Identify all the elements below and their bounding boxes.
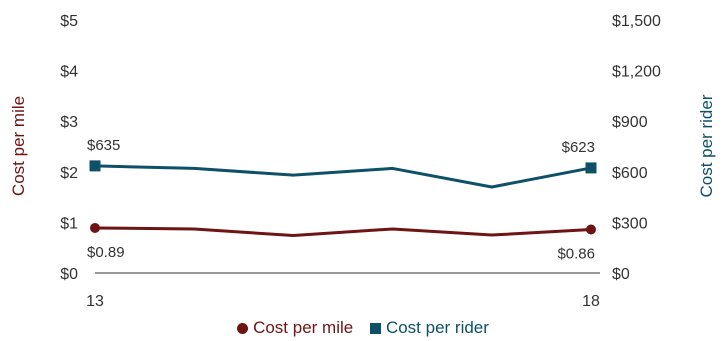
- circle-marker-icon: [237, 323, 249, 335]
- right-axis-title: Cost per rider: [697, 94, 716, 197]
- right-tick-label: $1,500: [612, 13, 661, 30]
- left-tick-label: $5: [60, 13, 78, 30]
- x-axis-ticks: 13 18: [86, 293, 600, 310]
- legend-label: Cost per mile: [253, 318, 354, 337]
- right-tick-label: $1,200: [612, 64, 661, 81]
- right-tick-label: $300: [612, 215, 648, 232]
- series-cost-per-rider: $635 $623: [87, 137, 597, 189]
- x-tick-label: 18: [582, 293, 600, 310]
- right-tick-label: $0: [612, 266, 630, 283]
- x-tick-label: 13: [86, 293, 104, 310]
- right-tick-label: $600: [612, 165, 648, 182]
- left-axis-title: Cost per mile: [9, 96, 28, 196]
- series-line: [94, 226, 592, 238]
- data-point: [89, 160, 101, 172]
- series-line: [94, 164, 592, 189]
- series-layer: $0.89 $0.86 $635 $623: [87, 137, 597, 262]
- legend-item-cost-per-mile[interactable]: Cost per mile: [237, 318, 353, 338]
- legend: Cost per mile Cost per rider: [0, 318, 726, 338]
- left-tick-label: $2: [60, 165, 78, 182]
- square-marker-icon: [369, 323, 381, 335]
- left-tick-label: $0: [60, 266, 78, 283]
- data-label: $623: [562, 139, 595, 156]
- left-tick-label: $3: [60, 114, 78, 131]
- left-tick-label: $4: [60, 64, 78, 81]
- data-point: [586, 224, 596, 235]
- series-cost-per-mile: $0.89 $0.86: [87, 222, 596, 262]
- legend-label: Cost per rider: [385, 318, 489, 337]
- data-point: [90, 222, 100, 233]
- left-tick-label: $1: [60, 215, 78, 232]
- data-point: [585, 162, 597, 174]
- right-tick-label: $900: [612, 114, 648, 131]
- data-label: $635: [87, 137, 120, 154]
- data-label: $0.89: [87, 244, 125, 261]
- data-label: $0.86: [557, 245, 595, 262]
- right-axis-ticks: $0 $300 $600 $900 $1,200 $1,500: [612, 13, 661, 283]
- left-axis-ticks: $0 $1 $2 $3 $4 $5: [60, 13, 78, 283]
- legend-item-cost-per-rider[interactable]: Cost per rider: [369, 318, 489, 338]
